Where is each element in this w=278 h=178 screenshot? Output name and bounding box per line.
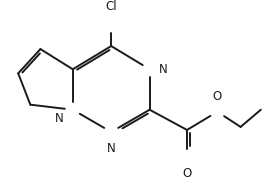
- Text: N: N: [107, 142, 116, 155]
- Text: Cl: Cl: [105, 0, 117, 13]
- Text: O: O: [213, 90, 222, 103]
- Text: N: N: [159, 63, 167, 76]
- Text: O: O: [182, 167, 192, 178]
- Text: N: N: [55, 112, 64, 125]
